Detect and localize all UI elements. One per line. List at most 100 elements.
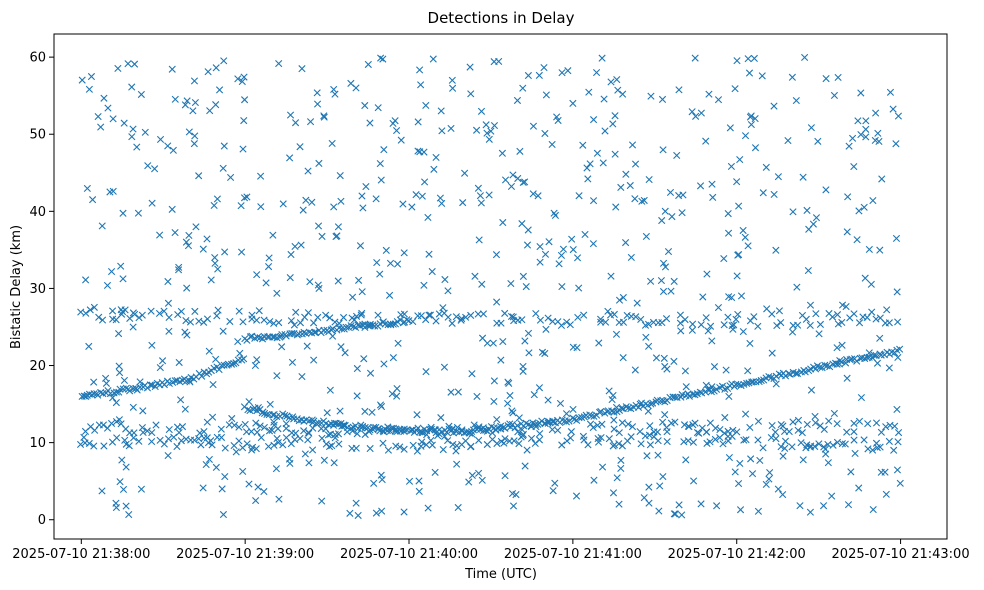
data-point [754, 436, 762, 444]
data-point [785, 427, 793, 436]
data-point [779, 452, 787, 460]
data-point [359, 204, 367, 212]
data-point [564, 67, 572, 75]
data-point [408, 203, 416, 211]
data-point [457, 316, 465, 324]
data-point [253, 271, 261, 279]
data-point [274, 438, 282, 447]
data-point [850, 310, 858, 318]
data-point [521, 337, 529, 345]
data-point [252, 497, 260, 505]
plot-frame [53, 33, 948, 540]
data-point [445, 422, 453, 430]
data-point [825, 417, 833, 425]
data-point [877, 428, 885, 436]
data-point [487, 127, 495, 135]
data-point [400, 310, 408, 318]
data-point [774, 485, 782, 493]
data-point [252, 445, 260, 453]
data-point [830, 91, 839, 100]
data-point [645, 175, 653, 184]
data-point [417, 442, 425, 450]
data-point [747, 455, 755, 463]
data-point [708, 180, 716, 188]
data-point [85, 439, 93, 447]
data-point [310, 328, 319, 336]
data-point [141, 128, 149, 136]
data-point [820, 425, 828, 433]
data-point [361, 407, 369, 415]
data-point [864, 445, 872, 453]
x-tick-label: 2025-07-10 21:39:00 [176, 547, 314, 562]
data-point [628, 141, 637, 149]
data-point [203, 315, 212, 323]
data-point [112, 503, 120, 512]
data-point [612, 330, 621, 338]
data-point [833, 344, 841, 352]
data-point [604, 307, 612, 315]
data-point [535, 436, 544, 444]
data-point [495, 57, 503, 66]
data-point [690, 477, 698, 485]
data-point [437, 414, 445, 422]
data-point [615, 296, 624, 304]
data-point [885, 364, 893, 372]
data-point [288, 329, 296, 338]
data-point [129, 125, 137, 133]
data-point [689, 320, 697, 328]
data-point [850, 428, 858, 436]
data-point [413, 411, 421, 419]
data-point [882, 490, 890, 498]
data-point [848, 355, 856, 363]
data-point [598, 54, 606, 62]
data-point [636, 427, 644, 436]
data-point [352, 499, 360, 507]
data-point [432, 317, 440, 325]
data-point [86, 306, 94, 314]
data-point [422, 101, 430, 109]
data-point [768, 349, 776, 357]
data-point [218, 485, 226, 493]
data-point [872, 439, 881, 447]
x-axis-label: Time (UTC) [464, 567, 537, 582]
data-point [286, 274, 294, 282]
data-point [757, 376, 765, 385]
data-point [340, 421, 348, 429]
data-point [592, 68, 601, 77]
data-point [361, 101, 369, 110]
data-point [536, 429, 544, 438]
data-point [671, 393, 679, 401]
data-point [296, 434, 304, 443]
data-point [554, 116, 562, 125]
data-point [254, 483, 262, 491]
data-point [313, 89, 321, 97]
data-point [644, 407, 652, 415]
data-point [842, 302, 850, 311]
data-point [191, 307, 199, 315]
data-point [806, 301, 815, 309]
data-point [575, 284, 583, 292]
data-point [885, 437, 893, 445]
data-point [766, 468, 774, 477]
data-point [714, 303, 723, 312]
data-point [275, 319, 283, 327]
data-point [234, 356, 242, 364]
data-point [330, 203, 338, 211]
data-point [425, 250, 433, 258]
data-point [615, 440, 623, 448]
data-point [569, 246, 577, 254]
data-point [509, 409, 517, 417]
data-point [279, 200, 287, 208]
data-point [336, 172, 344, 180]
data-point [235, 423, 243, 431]
data-point [667, 287, 675, 295]
data-point [144, 162, 152, 170]
data-point [200, 428, 208, 436]
data-point [558, 441, 566, 449]
data-point [90, 303, 98, 311]
data-point [366, 119, 374, 127]
data-point [228, 414, 236, 423]
data-point [519, 84, 527, 92]
data-point [699, 293, 707, 301]
data-point [613, 75, 621, 84]
